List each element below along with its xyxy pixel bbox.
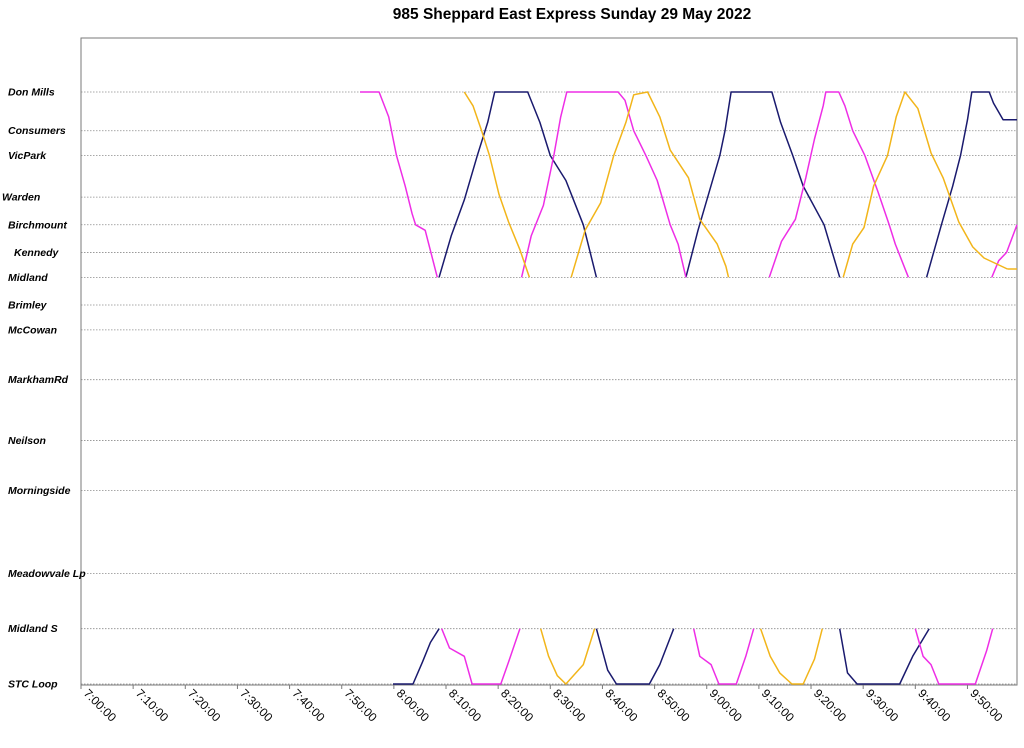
stop-label-markhamrd: MarkhamRd [8,374,69,386]
x-tick-label: 7:50:00 [342,686,380,724]
x-tick-label: 7:20:00 [185,686,223,724]
x-tick-label: 8:10:00 [446,686,484,724]
x-tick-label: 9:00:00 [707,686,745,724]
x-tick-label: 8:30:00 [550,686,588,724]
x-tick-label: 9:40:00 [915,686,953,724]
trip-line [539,628,596,685]
stop-label-midland-s: Midland S [8,623,58,635]
stop-label-kennedy: Kennedy [14,247,60,259]
trip-line [925,91,1017,278]
trip-line [520,91,687,278]
plot-frame [80,37,1018,686]
x-tick-label: 7:40:00 [289,686,327,724]
trip-line [991,224,1018,278]
x-tick-label: 9:10:00 [759,686,797,724]
stop-label-don-mills: Don Mills [8,87,55,99]
stop-label-birchmount: Birchmount [8,219,67,231]
time-axis: 7:00:00 7:10:00 7:20:00 7:30:00 7:40:00 7:50:… [80,685,1006,725]
x-tick-label: 7:10:00 [133,686,171,724]
trip-line [360,91,439,278]
x-tick-label: 8:20:00 [498,686,536,724]
series-2 [360,91,1018,685]
trip-line [842,91,1008,278]
trip-line [685,91,841,278]
series-1 [393,91,1017,685]
stop-labels: Don Mills Consumers VicPark Warden Birchmoun… [2,87,86,691]
stop-label-consumers: Consumers [8,125,66,137]
series-3 [463,91,1017,685]
trip-line [463,91,531,278]
x-tick-label: 9:50:00 [967,686,1005,724]
x-tick-label: 9:30:00 [863,686,901,724]
stop-label-warden: Warden [2,192,40,204]
trip-line [438,91,598,278]
trip-line [570,91,730,278]
trip-line [759,628,824,685]
x-tick-label: 8:00:00 [394,686,432,724]
trip-line [441,628,521,685]
x-tick-label: 8:40:00 [602,686,640,724]
x-tick-label: 7:30:00 [237,686,275,724]
stop-label-stc-loop: STC Loop [8,679,58,691]
trip-line [768,91,910,278]
stop-label-vicpark: VicPark [8,150,47,162]
stop-label-brimley: Brimley [8,300,48,312]
stop-label-meadowvale-lp: Meadowvale Lp [8,568,86,580]
trip-line [914,628,994,685]
series [360,91,1018,685]
trip-line [393,628,440,685]
trip-line [595,628,675,685]
trip-line [692,628,755,685]
stop-label-morningside: Morningside [8,485,71,497]
trip-line [838,628,930,685]
x-tick-label: 9:20:00 [811,686,849,724]
stop-label-mccowan: McCowan [8,324,57,336]
x-tick-label: 7:00:00 [81,686,119,724]
chart-title: 985 Sheppard East Express Sunday 29 May … [392,6,752,23]
stop-label-neilson: Neilson [8,435,46,447]
x-tick-label: 8:50:00 [654,686,692,724]
stop-label-midland: Midland [8,272,48,284]
